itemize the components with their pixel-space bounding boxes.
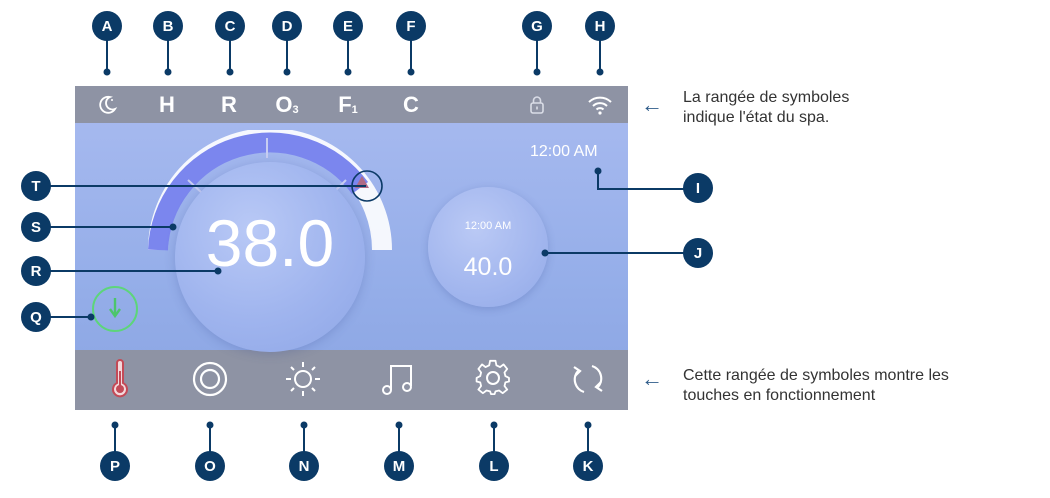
callout-i: I	[683, 173, 713, 203]
lock-icon	[529, 86, 545, 123]
callout-e: E	[333, 11, 363, 41]
button-row-caption: Cette rangée de symboles montre les touc…	[683, 367, 949, 404]
arrow-button-row-icon: ←	[641, 366, 663, 391]
light-icon	[286, 362, 320, 396]
info-icon	[109, 298, 121, 319]
status-clean: C	[403, 91, 419, 117]
callout-g: G	[522, 11, 552, 41]
callout-j: J	[683, 238, 713, 268]
callout-q: Q	[21, 302, 51, 332]
callout-b: B	[153, 11, 183, 41]
callout-r: R	[21, 256, 51, 286]
gear-icon	[475, 359, 510, 396]
moon-icon	[96, 86, 118, 123]
callout-f: F	[396, 11, 426, 41]
callout-p: P	[100, 451, 130, 481]
callout-d: D	[272, 11, 302, 41]
callout-t: T	[21, 171, 51, 201]
setpoint-time: 12:00 AM	[464, 220, 512, 232]
callout-s: S	[21, 212, 51, 242]
callout-l: L	[479, 451, 509, 481]
callout-k: K	[573, 451, 603, 481]
music-button[interactable]	[375, 356, 421, 402]
thermometer-button[interactable]	[97, 356, 143, 402]
wifi-icon	[587, 86, 613, 123]
info-button[interactable]	[92, 286, 138, 332]
button-bar	[75, 350, 628, 410]
pump-icon	[192, 361, 228, 397]
pump-button[interactable]	[187, 356, 233, 402]
settings-button[interactable]	[470, 356, 516, 402]
status-bar	[75, 86, 628, 123]
light-button[interactable]	[280, 356, 326, 402]
callout-h: H	[585, 11, 615, 41]
thermometer-icon	[112, 359, 128, 398]
status-ready: R	[221, 91, 237, 117]
callout-o: O	[195, 451, 225, 481]
setpoint-bubble[interactable]	[428, 187, 548, 307]
refresh-button[interactable]	[565, 356, 611, 402]
clock-display[interactable]: 12:00 AM	[530, 143, 598, 160]
callout-n: N	[289, 451, 319, 481]
arrow-status-row-icon: ←	[641, 92, 663, 117]
refresh-icon	[573, 364, 603, 394]
callout-t-ring	[351, 170, 383, 202]
status-heater: H	[159, 91, 175, 117]
current-temperature: 38.0	[205, 206, 335, 280]
status-row-caption: La rangée de symboles indique l'état du …	[683, 89, 850, 126]
music-icon	[382, 365, 412, 395]
temperature-dial[interactable]	[175, 162, 365, 352]
callout-c: C	[215, 11, 245, 41]
setpoint-temperature: 40.0	[463, 253, 513, 281]
callout-a: A	[92, 11, 122, 41]
callout-m: M	[384, 451, 414, 481]
